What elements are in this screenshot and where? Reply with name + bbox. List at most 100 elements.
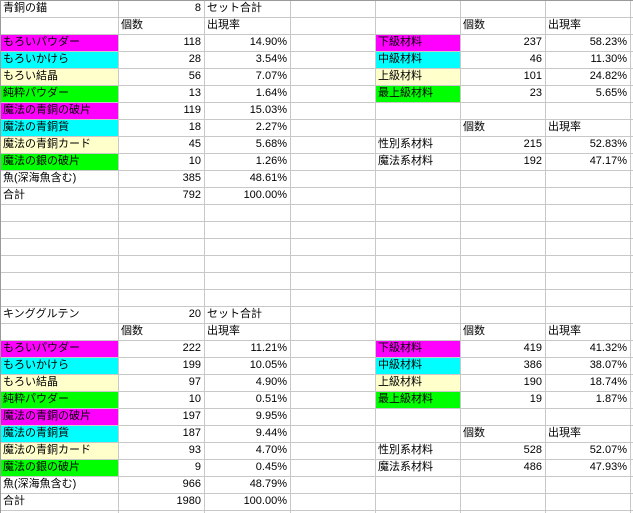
section1-item9-count[interactable]: 1980 bbox=[176, 495, 201, 507]
section1-grade3-label[interactable]: 最上級材料 bbox=[378, 393, 433, 405]
section1-item2-rate[interactable]: 4.90% bbox=[255, 376, 287, 388]
section0-item7-label[interactable]: 魔法の銀の破片 bbox=[3, 155, 80, 167]
section1-item6-rate[interactable]: 4.70% bbox=[255, 444, 287, 456]
section0-item5-count[interactable]: 18 bbox=[188, 121, 201, 133]
section0-item8-count[interactable]: 385 bbox=[182, 172, 201, 184]
section0-item7-rate[interactable]: 1.26% bbox=[255, 155, 287, 167]
section0-grade3-rate[interactable]: 5.65% bbox=[595, 87, 627, 99]
section0-item2-label[interactable]: もろい結晶 bbox=[3, 70, 58, 82]
section0-category0-rate[interactable]: 52.83% bbox=[589, 138, 627, 150]
section1-items-rate-header[interactable]: 出現率 bbox=[207, 325, 240, 337]
section0-grade1-rate[interactable]: 11.30% bbox=[590, 53, 628, 65]
section0-item7-count[interactable]: 10 bbox=[188, 155, 201, 167]
section0-set-count[interactable]: 8 bbox=[194, 2, 201, 14]
section1-grade3-rate[interactable]: 1.87% bbox=[595, 393, 627, 405]
section0-item8-rate[interactable]: 48.61% bbox=[249, 172, 287, 184]
section1-item8-count[interactable]: 966 bbox=[182, 478, 201, 490]
section0-item1-label[interactable]: もろいかけら bbox=[3, 53, 69, 65]
section1-item8-rate[interactable]: 48.79% bbox=[249, 478, 287, 490]
section0-category0-label[interactable]: 性別系材料 bbox=[378, 138, 433, 150]
section1-grade0-label[interactable]: 下級材料 bbox=[378, 342, 422, 354]
section1-item1-rate[interactable]: 10.05% bbox=[249, 359, 287, 371]
section0-grade0-rate[interactable]: 58.23% bbox=[589, 36, 627, 48]
section1-set-label[interactable]: セット合計 bbox=[207, 308, 262, 320]
section1-item3-label[interactable]: 純粋パウダー bbox=[3, 393, 69, 405]
section1-category0-label[interactable]: 性別系材料 bbox=[378, 444, 433, 456]
section0-item9-label[interactable]: 合計 bbox=[3, 189, 25, 201]
section1-item1-label[interactable]: もろいかけら bbox=[3, 359, 69, 371]
section1-grade0-count[interactable]: 419 bbox=[523, 342, 542, 354]
section0-grade-rate-header[interactable]: 出現率 bbox=[548, 19, 581, 31]
section0-grade2-rate[interactable]: 24.82% bbox=[589, 70, 627, 82]
section1-item8-label[interactable]: 魚(深海魚含む) bbox=[3, 478, 77, 490]
section0-grade2-count[interactable]: 101 bbox=[523, 70, 542, 82]
section0-item1-count[interactable]: 28 bbox=[188, 53, 201, 65]
section1-category-count-header[interactable]: 個数 bbox=[463, 427, 485, 439]
section1-item2-label[interactable]: もろい結晶 bbox=[3, 376, 58, 388]
section0-grade3-count[interactable]: 23 bbox=[529, 87, 542, 99]
section1-grade-count-header[interactable]: 個数 bbox=[463, 325, 485, 337]
section0-item6-count[interactable]: 45 bbox=[188, 138, 201, 150]
section1-grade2-label[interactable]: 上級材料 bbox=[378, 376, 422, 388]
section0-item2-rate[interactable]: 7.07% bbox=[255, 70, 287, 82]
section1-category-rate-header[interactable]: 出現率 bbox=[548, 427, 581, 439]
section1-item2-count[interactable]: 97 bbox=[188, 376, 201, 388]
section1-category1-count[interactable]: 486 bbox=[523, 461, 542, 473]
section1-grade-rate-header[interactable]: 出現率 bbox=[548, 325, 581, 337]
section1-grade1-rate[interactable]: 38.07% bbox=[589, 359, 627, 371]
section0-grade3-label[interactable]: 最上級材料 bbox=[378, 87, 433, 99]
section0-item8-label[interactable]: 魚(深海魚含む) bbox=[3, 172, 77, 184]
section0-item5-label[interactable]: 魔法の青銅貨 bbox=[3, 121, 69, 133]
section0-item4-count[interactable]: 119 bbox=[183, 104, 201, 116]
section1-item1-count[interactable]: 199 bbox=[182, 359, 201, 371]
section1-item7-label[interactable]: 魔法の銀の破片 bbox=[3, 461, 80, 473]
section1-set-count[interactable]: 20 bbox=[188, 308, 201, 320]
section0-item4-rate[interactable]: 15.03% bbox=[249, 104, 287, 116]
section0-items-count-header[interactable]: 個数 bbox=[121, 19, 143, 31]
section1-item9-label[interactable]: 合計 bbox=[3, 495, 25, 507]
section1-category0-count[interactable]: 528 bbox=[523, 444, 542, 456]
section1-category1-label[interactable]: 魔法系材料 bbox=[378, 461, 433, 473]
section1-title[interactable]: キンググルテン bbox=[3, 308, 80, 320]
section1-item0-count[interactable]: 222 bbox=[182, 342, 201, 354]
section0-item3-count[interactable]: 13 bbox=[188, 87, 201, 99]
section0-item3-rate[interactable]: 1.64% bbox=[255, 87, 287, 99]
section0-item6-rate[interactable]: 5.68% bbox=[255, 138, 287, 150]
section0-title[interactable]: 青銅の錨 bbox=[3, 2, 47, 14]
section0-item3-label[interactable]: 純粋パウダー bbox=[3, 87, 69, 99]
section1-item6-label[interactable]: 魔法の青銅カード bbox=[3, 444, 91, 456]
section1-item5-count[interactable]: 187 bbox=[182, 427, 201, 439]
section1-grade1-count[interactable]: 386 bbox=[523, 359, 542, 371]
section0-item0-label[interactable]: もろいパウダー bbox=[3, 36, 80, 48]
section0-item9-count[interactable]: 792 bbox=[182, 189, 201, 201]
section1-item4-label[interactable]: 魔法の青銅の破片 bbox=[3, 410, 91, 422]
section1-item6-count[interactable]: 93 bbox=[188, 444, 201, 456]
section0-grade1-label[interactable]: 中級材料 bbox=[378, 53, 422, 65]
section0-items-rate-header[interactable]: 出現率 bbox=[207, 19, 240, 31]
section0-category-rate-header[interactable]: 出現率 bbox=[548, 121, 581, 133]
section1-items-count-header[interactable]: 個数 bbox=[121, 325, 143, 337]
section1-item3-count[interactable]: 10 bbox=[188, 393, 201, 405]
section0-item1-rate[interactable]: 3.54% bbox=[255, 53, 287, 65]
section0-category1-label[interactable]: 魔法系材料 bbox=[378, 155, 433, 167]
section0-grade0-label[interactable]: 下級材料 bbox=[378, 36, 422, 48]
section0-item6-label[interactable]: 魔法の青銅カード bbox=[3, 138, 91, 150]
section0-grade0-count[interactable]: 237 bbox=[523, 36, 542, 48]
section1-category0-rate[interactable]: 52.07% bbox=[589, 444, 627, 456]
section0-category1-count[interactable]: 192 bbox=[523, 155, 542, 167]
section1-grade3-count[interactable]: 19 bbox=[529, 393, 542, 405]
section1-item7-count[interactable]: 9 bbox=[194, 461, 201, 473]
section0-grade2-label[interactable]: 上級材料 bbox=[378, 70, 422, 82]
section1-grade1-label[interactable]: 中級材料 bbox=[378, 359, 422, 371]
section1-item5-rate[interactable]: 9.44% bbox=[255, 427, 287, 439]
section0-category0-count[interactable]: 215 bbox=[523, 138, 542, 150]
section1-item9-rate[interactable]: 100.00% bbox=[243, 495, 287, 507]
section0-grade-count-header[interactable]: 個数 bbox=[463, 19, 485, 31]
section1-item0-rate[interactable]: 11.21% bbox=[250, 342, 288, 354]
section1-item0-label[interactable]: もろいパウダー bbox=[3, 342, 80, 354]
section1-category1-rate[interactable]: 47.93% bbox=[589, 461, 627, 473]
section0-item4-label[interactable]: 魔法の青銅の破片 bbox=[3, 104, 91, 116]
section0-item5-rate[interactable]: 2.27% bbox=[255, 121, 287, 133]
section0-item9-rate[interactable]: 100.00% bbox=[243, 189, 287, 201]
section1-item4-count[interactable]: 197 bbox=[182, 410, 201, 422]
